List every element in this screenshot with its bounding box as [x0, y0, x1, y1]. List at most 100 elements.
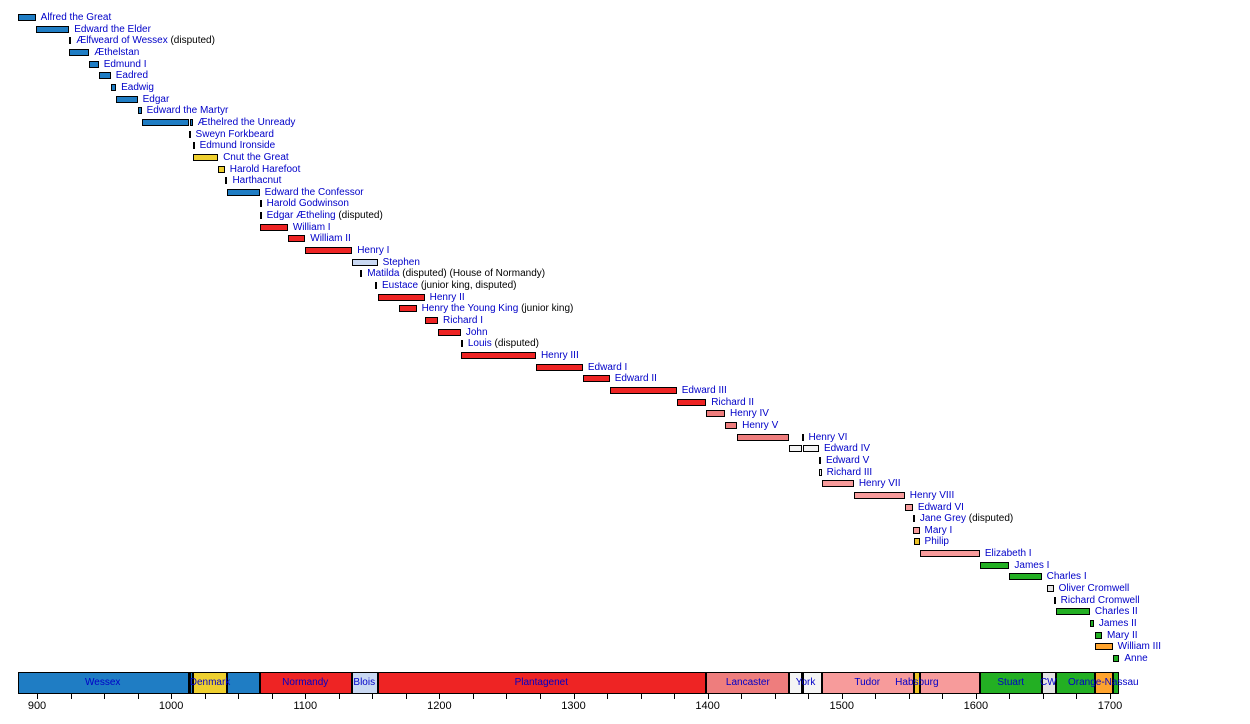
monarch-name-link[interactable]: Harold Godwinson	[266, 198, 349, 210]
monarch-name-link[interactable]: Henry I	[357, 245, 390, 257]
monarch-name-link[interactable]: Edward I	[587, 361, 628, 373]
monarch-name-link[interactable]: Edgar Ætheling	[266, 210, 336, 222]
house-label[interactable]: Plantagenet	[514, 677, 568, 688]
house-label[interactable]: Denmark	[189, 677, 231, 688]
monarch-name-link[interactable]: Richard II	[711, 396, 755, 408]
monarch-label: Mary II	[1107, 630, 1138, 641]
monarch-name-link[interactable]: Cnut the Great	[223, 151, 289, 163]
monarch-name-link[interactable]: Henry III	[540, 349, 579, 361]
monarch-name-link[interactable]: Richard Cromwell	[1060, 594, 1140, 606]
monarch-name-link[interactable]: James II	[1098, 618, 1137, 630]
monarch-name-link[interactable]: Henry VII	[858, 478, 901, 490]
monarch-name-link[interactable]: Elizabeth I	[984, 548, 1032, 560]
monarch-bar	[399, 305, 417, 313]
monarch-label: Matilda (disputed) (House of Normandy)	[367, 268, 545, 279]
monarch-name-link[interactable]: Mary II	[1106, 629, 1138, 641]
monarch-name-link[interactable]: Sweyn Forkbeard	[195, 128, 274, 140]
house-label[interactable]: CW	[1039, 677, 1057, 688]
house-label[interactable]: Stuart	[997, 677, 1025, 688]
monarch-name-link[interactable]: Jane Grey	[919, 513, 966, 525]
house-label[interactable]: Blois	[353, 677, 376, 688]
monarch-name-link[interactable]: Henry II	[429, 291, 465, 303]
house-band-segment-wessex	[18, 672, 189, 694]
house-label[interactable]: Normandy	[282, 677, 329, 688]
monarch-name-link[interactable]: Edward IV	[823, 443, 871, 455]
monarch-bar	[89, 60, 99, 68]
monarch-name-link[interactable]: Oliver Cromwell	[1058, 583, 1130, 595]
axis-tick	[271, 694, 273, 699]
monarch-name-link[interactable]: Henry VIII	[909, 489, 955, 501]
axis-tick	[975, 694, 977, 699]
monarch-name-link[interactable]: Edward V	[825, 454, 870, 466]
monarch-name-link[interactable]: James I	[1014, 559, 1050, 571]
monarch-name-link[interactable]: Æthelred the Unready	[197, 116, 296, 128]
house-label[interactable]: Habsburg	[895, 677, 939, 688]
monarch-name-link[interactable]: Edmund Ironside	[199, 140, 276, 152]
monarch-name-link[interactable]: Edmund I	[103, 58, 147, 70]
house-label[interactable]: Orange-Nassau	[1067, 677, 1139, 688]
monarch-name-link[interactable]: Æthelstan	[94, 46, 140, 58]
monarch-name-link[interactable]: Louis	[467, 338, 492, 350]
monarch-label: Ælfweard of Wessex (disputed)	[76, 35, 215, 46]
axis-tick	[37, 694, 38, 699]
monarch-note: (disputed) (House of Normandy)	[399, 268, 546, 280]
monarch-name-link[interactable]: Harold Harefoot	[229, 163, 301, 175]
monarch-name-link[interactable]: Eustace	[381, 280, 419, 292]
house-label[interactable]: Wessex	[85, 677, 121, 688]
monarch-name-link[interactable]: John	[465, 326, 488, 338]
monarch-name-link[interactable]: William II	[310, 233, 351, 245]
monarch-name-link[interactable]: Richard III	[826, 466, 873, 478]
monarch-bar	[116, 95, 138, 103]
monarch-bar	[259, 212, 262, 220]
monarch-note: (junior king)	[518, 303, 574, 315]
monarch-name-link[interactable]: Eadred	[115, 70, 149, 82]
house-band-segment-normandy	[259, 672, 353, 694]
monarch-label: Edward II	[615, 373, 657, 384]
monarch-name-link[interactable]: Edward the Elder	[74, 23, 151, 35]
house-label[interactable]: York	[795, 677, 816, 688]
monarch-name-link[interactable]: Mary I	[924, 524, 953, 536]
monarch-name-link[interactable]: Henry V	[742, 419, 779, 431]
axis-tick	[674, 694, 676, 699]
monarch-name-link[interactable]: Matilda	[367, 268, 400, 280]
monarch-name-link[interactable]: Anne	[1124, 653, 1148, 665]
monarch-name-link[interactable]: Edward the Confessor	[264, 186, 364, 198]
monarch-name-link[interactable]: Ælfweard of Wessex	[76, 35, 168, 47]
monarch-name-link[interactable]: William III	[1117, 641, 1162, 653]
monarch-note: (disputed)	[965, 513, 1014, 525]
monarch-label: Richard I	[443, 315, 483, 326]
axis-tick	[942, 694, 944, 699]
monarch-name-link[interactable]: Richard I	[443, 315, 484, 327]
house-label[interactable]: Tudor	[854, 677, 881, 688]
monarch-name-link[interactable]: Edward the Martyr	[146, 105, 229, 117]
monarch-name-link[interactable]: Henry VI	[808, 431, 848, 443]
monarch-bar	[18, 14, 36, 21]
monarch-name-link[interactable]: Stephen	[382, 256, 420, 268]
monarch-name-link[interactable]: Edward VI	[917, 501, 964, 513]
monarch-bar	[1053, 596, 1056, 604]
monarch-name-link[interactable]: Harthacnut	[232, 175, 282, 187]
monarch-name-link[interactable]: Edgar	[142, 93, 170, 105]
monarch-label: Æthelstan	[94, 47, 139, 58]
monarch-bar	[706, 410, 726, 418]
monarch-name-link[interactable]: Charles II	[1094, 606, 1138, 618]
axis-tick-label: 1400	[695, 700, 720, 712]
monarch-label: Sweyn Forkbeard	[196, 129, 274, 140]
axis-tick	[171, 694, 173, 699]
monarch-name-link[interactable]: William I	[292, 221, 331, 233]
monarch-name-link[interactable]: Henry the Young King	[421, 303, 519, 315]
axis-tick	[405, 694, 407, 699]
monarch-name-link[interactable]: Philip	[924, 536, 949, 548]
monarch-name-link[interactable]: Alfred the Great	[40, 12, 112, 23]
monarch-label: Edgar Ætheling (disputed)	[267, 210, 383, 221]
monarch-bar	[821, 480, 854, 488]
house-band-segment-wessex	[227, 672, 260, 694]
house-band-segment-orange_nassau	[1095, 672, 1113, 694]
monarch-name-link[interactable]: Eadwig	[121, 81, 154, 93]
house-label[interactable]: Lancaster	[725, 677, 770, 688]
monarch-name-link[interactable]: Edward II	[614, 373, 657, 385]
axis-tick	[774, 694, 776, 699]
monarch-name-link[interactable]: Edward III	[681, 384, 727, 396]
monarch-name-link[interactable]: Charles I	[1046, 571, 1087, 583]
monarch-name-link[interactable]: Henry IV	[730, 408, 769, 420]
